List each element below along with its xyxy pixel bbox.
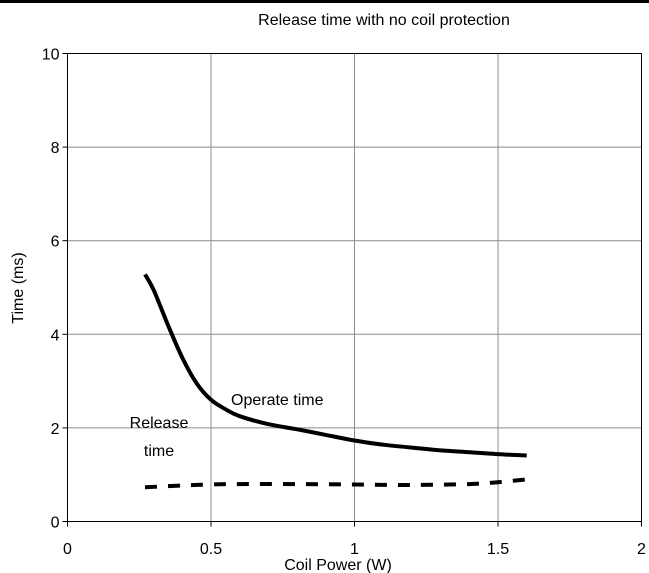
x-tick-label: 0 — [63, 541, 72, 558]
x-tick-label: 2 — [637, 541, 646, 558]
y-tick-label: 2 — [51, 421, 60, 438]
annotation-release-line-1: Release — [130, 415, 189, 432]
tick-labels: 0 2 4 6 8 10 0 0.5 1 1.5 2 — [42, 47, 646, 559]
y-axis-label: Time (ms) — [10, 252, 27, 323]
series-line-release-time — [144, 477, 527, 490]
y-tick-label: 10 — [42, 47, 60, 64]
chart-title: Release time with no coil protection — [258, 12, 510, 29]
annotation-operate-time: Operate time — [231, 392, 324, 409]
y-tick-label: 6 — [51, 234, 60, 251]
series-group — [143, 273, 527, 490]
y-tick-label: 8 — [51, 140, 60, 157]
annotation-release-line-2: time — [144, 443, 174, 460]
x-tick-label: 0.5 — [200, 541, 222, 558]
x-axis-label: Coil Power (W) — [284, 557, 392, 573]
grid — [67, 53, 642, 522]
x-tick-label: 1 — [350, 541, 359, 558]
x-tick-label: 1.5 — [487, 541, 509, 558]
series-line-operate-time — [143, 273, 527, 458]
y-tick-label: 4 — [51, 327, 60, 344]
y-tick-label: 0 — [51, 515, 60, 532]
